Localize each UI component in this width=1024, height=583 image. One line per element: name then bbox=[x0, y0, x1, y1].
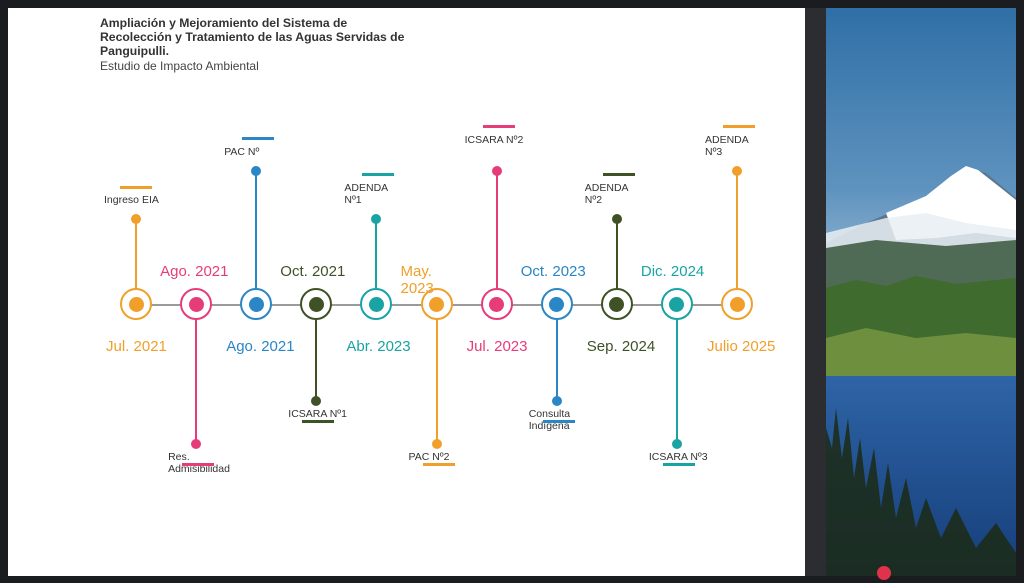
milestone-11-stem bbox=[736, 171, 738, 304]
milestone-5-node-dot bbox=[368, 296, 384, 312]
milestone-2-stem bbox=[195, 304, 198, 444]
milestone-10-label-underline bbox=[662, 463, 695, 466]
slide-subtitle: Estudio de Impacto Ambiental bbox=[100, 59, 259, 73]
milestone-3-bottom-date: Ago. 2021 bbox=[226, 338, 295, 355]
milestone-10-pin bbox=[671, 439, 682, 449]
milestone-6-node bbox=[420, 288, 453, 320]
milestone-2-top-date: Ago. 2021 bbox=[160, 263, 229, 280]
milestone-11-node-dot bbox=[729, 296, 745, 312]
milestone-9-node bbox=[600, 288, 633, 320]
milestone-7-label-underline bbox=[482, 125, 515, 128]
slide-gutter bbox=[805, 8, 826, 576]
milestone-10-stem bbox=[675, 304, 678, 444]
milestone-1-stem bbox=[135, 219, 137, 304]
milestone-2-pin bbox=[191, 439, 202, 449]
milestone-10-node bbox=[660, 288, 693, 320]
milestone-8-node bbox=[540, 288, 573, 320]
milestone-4-label-underline bbox=[302, 420, 335, 423]
milestone-6-label: PAC Nº2 bbox=[408, 451, 450, 463]
milestone-6-top-date: May. 2023 bbox=[400, 263, 434, 297]
milestone-2-node-dot bbox=[188, 296, 204, 312]
milestone-6-label-underline bbox=[422, 463, 455, 466]
milestone-7-node-dot bbox=[489, 296, 505, 312]
milestone-2-label-underline bbox=[182, 463, 215, 466]
milestone-4-label: ICSARA Nº1 bbox=[288, 408, 347, 420]
milestone-1-bottom-date: Jul. 2021 bbox=[106, 338, 167, 355]
milestone-3-node bbox=[240, 288, 273, 320]
milestone-5-bottom-date: Abr. 2023 bbox=[346, 338, 411, 355]
milestone-9-label-underline bbox=[602, 173, 635, 176]
milestone-11-pin bbox=[732, 166, 742, 176]
milestone-6-pin bbox=[431, 439, 442, 449]
slide: Ampliación y Mejoramiento del Sistema de… bbox=[8, 8, 805, 576]
milestone-4-top-date: Oct. 2021 bbox=[280, 263, 346, 280]
landscape-image bbox=[826, 8, 1016, 576]
milestone-9-pin bbox=[611, 214, 622, 224]
milestone-3-label: PAC Nº bbox=[224, 146, 260, 158]
milestone-4-node-dot bbox=[308, 296, 324, 312]
milestone-1-node-dot bbox=[128, 296, 144, 312]
milestone-2-node bbox=[180, 288, 213, 320]
milestone-10-top-date: Dic. 2024 bbox=[640, 263, 705, 280]
milestone-3-pin bbox=[251, 166, 262, 176]
milestone-1-node bbox=[120, 288, 152, 320]
milestone-7-pin bbox=[491, 166, 502, 176]
milestone-5-stem bbox=[375, 219, 378, 304]
milestone-9-bottom-date: Sep. 2024 bbox=[586, 338, 656, 355]
milestone-7-label: ICSARA Nº2 bbox=[464, 134, 524, 146]
milestone-9-label: ADENDA Nº2 bbox=[584, 182, 628, 206]
milestone-11-node bbox=[721, 288, 753, 320]
milestone-9-stem bbox=[615, 219, 618, 304]
milestone-6-stem bbox=[435, 304, 438, 444]
milestone-1-label-underline bbox=[120, 186, 152, 189]
milestone-7-node bbox=[480, 288, 513, 320]
milestone-5-label: ADENDA Nº1 bbox=[344, 182, 388, 206]
milestone-3-label-underline bbox=[242, 137, 275, 140]
milestone-1-label: Ingreso EIA bbox=[104, 194, 159, 206]
milestone-8-stem bbox=[555, 304, 558, 401]
milestone-1-pin bbox=[131, 214, 141, 224]
record-indicator-icon[interactable] bbox=[877, 566, 891, 580]
milestone-8-top-date: Oct. 2023 bbox=[520, 263, 586, 280]
milestone-8-node-dot bbox=[549, 296, 565, 312]
milestone-4-stem bbox=[315, 304, 318, 401]
milestone-6-node-dot bbox=[429, 296, 444, 312]
milestone-5-pin bbox=[371, 214, 382, 224]
milestone-11-bottom-date: Julio 2025 bbox=[707, 338, 776, 355]
milestone-11-label-underline bbox=[723, 125, 755, 128]
milestone-10-label: ICSARA Nº3 bbox=[648, 451, 708, 463]
milestone-8-pin bbox=[551, 396, 562, 406]
milestone-4-pin bbox=[311, 396, 322, 406]
milestone-3-stem bbox=[255, 171, 258, 304]
slide-title: Ampliación y Mejoramiento del Sistema de… bbox=[100, 16, 405, 58]
volcano-lake-photo bbox=[826, 8, 1016, 576]
milestone-8-label: Consulta Indígena bbox=[528, 408, 571, 432]
milestone-7-bottom-date: Jul. 2023 bbox=[466, 338, 528, 355]
milestone-10-node-dot bbox=[669, 296, 685, 312]
milestone-9-node-dot bbox=[609, 296, 625, 312]
milestone-5-node bbox=[360, 288, 393, 320]
milestone-3-node-dot bbox=[248, 296, 264, 312]
milestone-8-label-underline bbox=[542, 420, 575, 423]
milestone-5-label-underline bbox=[362, 173, 395, 176]
slide-header: Ampliación y Mejoramiento del Sistema de… bbox=[100, 16, 420, 73]
milestone-4-node bbox=[300, 288, 333, 320]
milestone-11-label: ADENDA Nº3 bbox=[705, 134, 749, 158]
timeline: Ingreso EIA Jul. 2021 Res. Admisibilidad Ag… bbox=[8, 8, 805, 576]
milestone-7-stem bbox=[495, 171, 498, 304]
milestone-2-label: Res. Admisibilidad bbox=[168, 451, 230, 475]
